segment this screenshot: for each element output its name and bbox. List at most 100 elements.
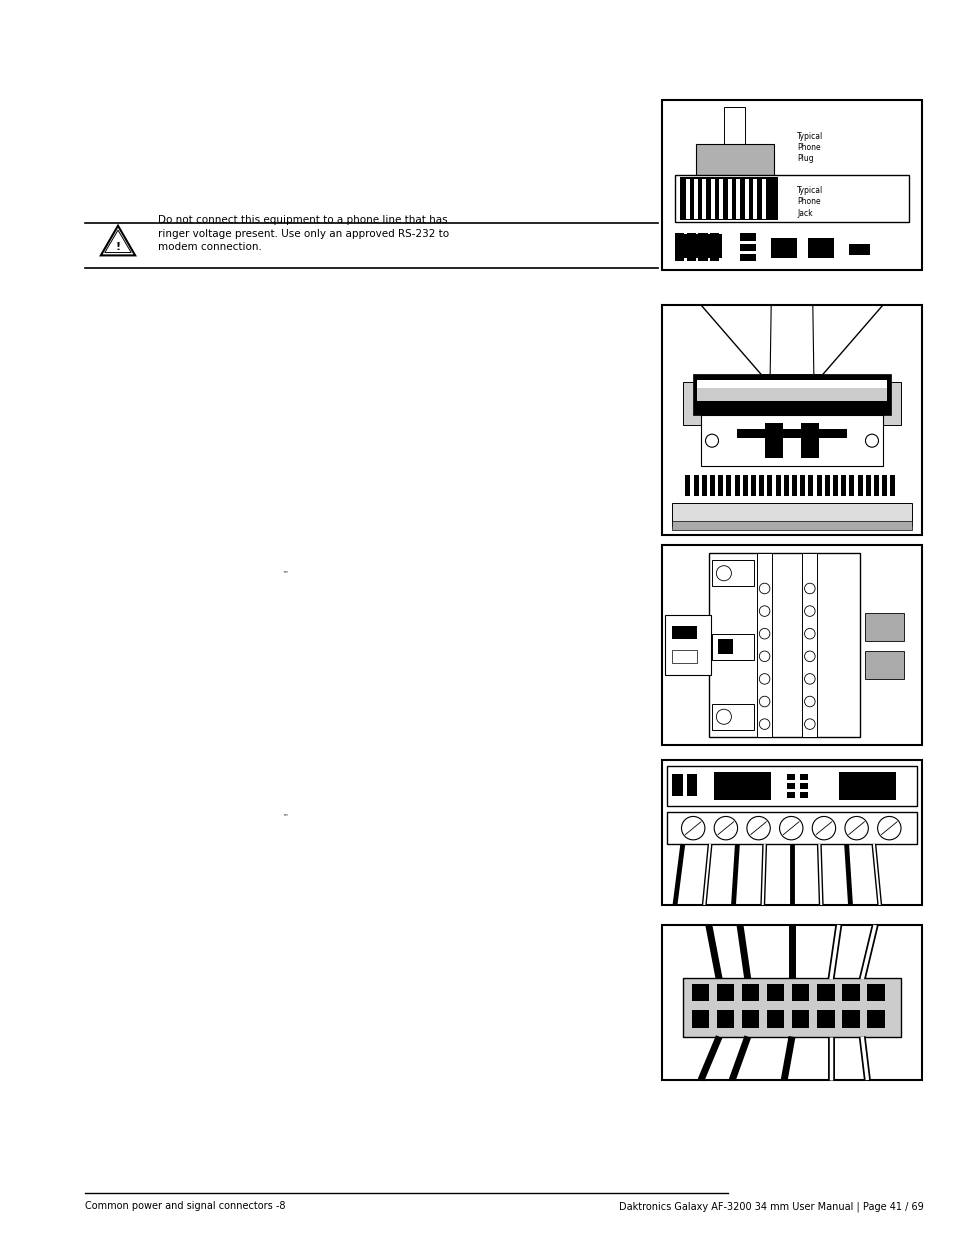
Bar [799,792,807,798]
Bar [713,182,756,190]
Bar [824,475,829,496]
Circle shape [864,435,878,447]
Bar [775,475,780,496]
Bar [661,925,921,1079]
Bar [701,179,705,219]
Bar [666,813,916,844]
Bar [684,475,690,496]
Bar [759,475,763,496]
Bar [848,475,854,496]
Bar [686,233,695,241]
Bar [700,415,882,466]
Bar [711,561,753,587]
Bar [717,640,732,655]
Circle shape [759,651,769,662]
Bar [679,177,777,220]
Bar [766,475,772,496]
Bar [693,374,890,415]
Polygon shape [101,226,135,256]
Circle shape [716,566,731,580]
Bar [718,475,722,496]
Circle shape [759,719,769,730]
Bar [766,1010,783,1028]
Text: Daktronics Galaxy AF-3200 34 mm User Manual | Page 41 / 69: Daktronics Galaxy AF-3200 34 mm User Man… [618,1200,923,1212]
Bar [691,1010,708,1028]
Bar [741,983,759,1002]
Bar [807,475,813,496]
Text: Do not connect this equipment to a phone line that has
ringer voltage present. U: Do not connect this equipment to a phone… [158,215,449,252]
Circle shape [803,606,814,616]
Bar [661,760,921,905]
Bar [740,243,755,251]
Bar [697,380,886,389]
Bar [698,233,707,241]
Text: ™: ™ [282,572,287,577]
Bar [686,774,697,797]
Bar [701,475,706,496]
Bar [760,179,764,219]
Bar [799,774,807,781]
Bar [711,704,753,730]
Bar [783,475,788,496]
Bar [741,1010,759,1028]
Bar [766,983,783,1002]
Circle shape [811,816,835,840]
Bar [709,254,719,262]
Bar [675,233,683,241]
Bar [866,983,883,1002]
Bar [736,179,740,219]
Bar [661,545,921,745]
Bar [686,254,695,262]
Bar [863,613,902,641]
Bar [866,1010,883,1028]
Bar [744,179,748,219]
Bar [709,475,714,496]
Bar [848,245,869,254]
Bar [716,1010,734,1028]
Bar [675,254,683,262]
Bar [727,179,731,219]
Bar [863,651,902,679]
Circle shape [803,629,814,638]
Bar [786,774,794,781]
Circle shape [877,816,900,840]
Bar [889,475,894,496]
Bar [786,783,794,789]
Bar [757,553,771,737]
Circle shape [803,719,814,730]
Circle shape [779,816,802,840]
Polygon shape [874,383,901,425]
Bar [753,179,757,219]
Text: Typical
Phone
Plug: Typical Phone Plug [797,132,822,163]
Bar [719,179,722,219]
Bar [672,774,682,797]
Bar [693,179,698,219]
Bar [817,983,834,1002]
Bar [661,305,921,535]
Circle shape [803,697,814,706]
Bar [841,983,859,1002]
Bar [786,792,794,798]
Circle shape [705,435,718,447]
Circle shape [759,629,769,638]
Bar [716,983,734,1002]
Bar [750,475,755,496]
Bar [817,1010,834,1028]
Circle shape [759,583,769,594]
Polygon shape [682,383,708,425]
Bar [799,783,807,789]
Bar [740,254,755,262]
Bar [711,634,753,659]
Bar [697,389,886,401]
Bar [713,772,770,800]
Bar [791,1010,809,1028]
Circle shape [746,816,769,840]
Bar [857,475,862,496]
Circle shape [759,606,769,616]
Bar [661,100,921,270]
Bar [666,766,916,806]
Bar [865,475,870,496]
Bar [841,475,845,496]
Bar [675,175,908,222]
Bar [807,237,833,258]
